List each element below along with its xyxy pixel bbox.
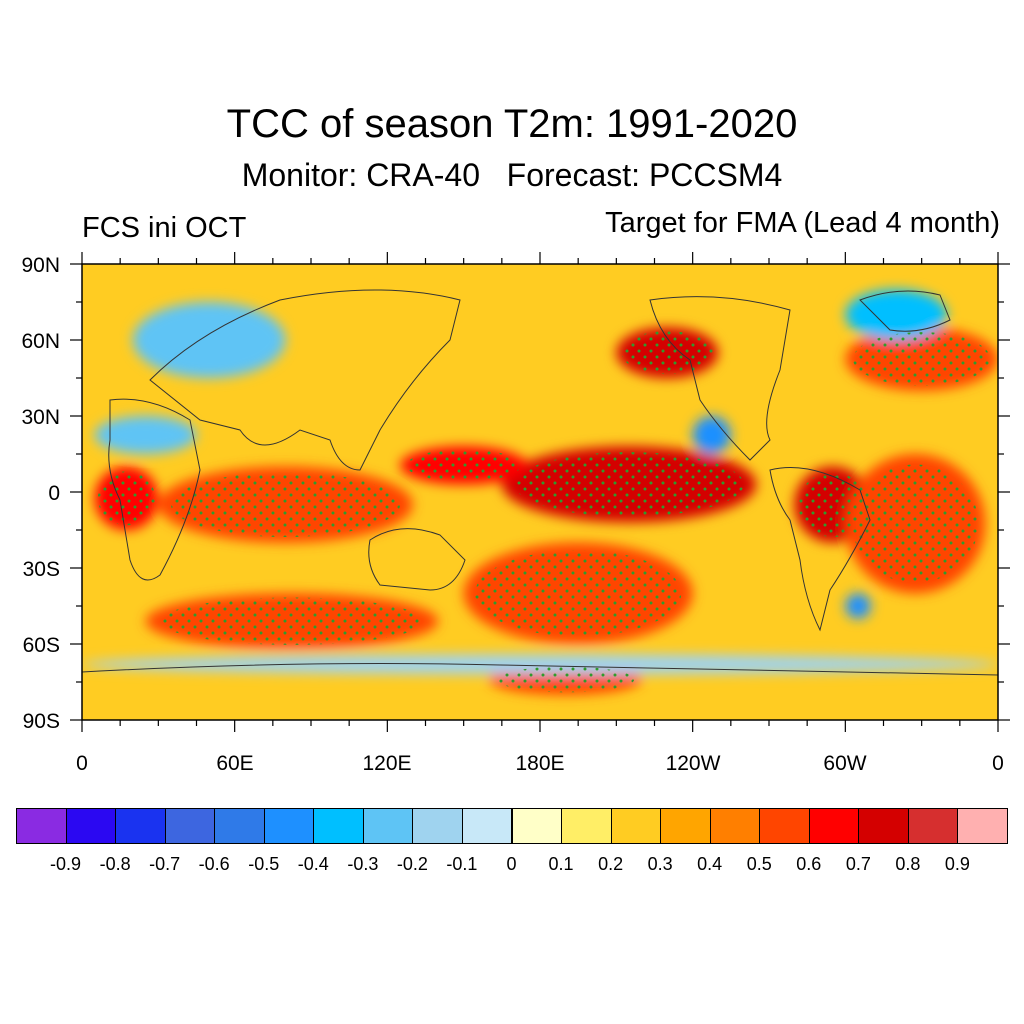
x-tick-label-360: 0 [992, 752, 1004, 775]
colorbar-label: 0.9 [944, 854, 970, 874]
colorbar-swatch [362, 808, 414, 844]
colorbar-label: 0.5 [746, 854, 772, 874]
colorbar-label: 0.2 [598, 854, 624, 874]
colorbar-label: -0.2 [396, 854, 428, 874]
colorbar-swatch [263, 808, 315, 844]
x-tick-label-60w: 60W [823, 752, 867, 775]
colorbar-label: -0.6 [198, 854, 230, 874]
x-tick-label-0: 0 [76, 752, 88, 775]
coast-antarctica [82, 663, 998, 676]
colorbar-swatch [461, 808, 513, 844]
region-southern-band [82, 654, 998, 675]
region-baja [692, 416, 731, 454]
region-greenland [845, 289, 948, 340]
colorbar-swatch [610, 808, 662, 844]
colorbar-swatch [561, 808, 612, 844]
colorbar-label: 0.6 [796, 854, 822, 874]
colorbar-label: -0.5 [248, 854, 280, 874]
colorbar-label: -0.8 [99, 854, 131, 874]
init-label: FCS ini OCT [82, 212, 247, 244]
y-tick-label-30s: 30S [22, 558, 60, 581]
colorbar-swatch [660, 808, 711, 844]
significance-africa-west [97, 471, 156, 526]
colorbar-label: 0.4 [697, 854, 723, 874]
colorbar-swatch [957, 808, 1008, 844]
x-tick-label-180e: 180E [515, 752, 565, 775]
significance-antarctica-coast [496, 666, 635, 693]
colorbar-swatch [115, 808, 166, 844]
colorbar-swatch [16, 808, 67, 844]
colorbar-label: -0.3 [347, 854, 379, 874]
significance-south-america [798, 472, 867, 537]
region-south-atlantic-sw [845, 593, 871, 619]
colorbar-label: -0.7 [149, 854, 181, 874]
significance-south-pacific-band [475, 550, 682, 637]
colorbar-swatch [164, 808, 216, 844]
colorbar-label: 0.1 [548, 854, 574, 874]
x-tick-label-120e: 120E [362, 752, 412, 775]
colorbar-label: 0.3 [647, 854, 673, 874]
colorbar-swatch [858, 808, 909, 844]
region-siberia-west [132, 302, 286, 378]
colorbar-label: -0.9 [50, 854, 82, 874]
target-label: Target for FMA (Lead 4 month) [605, 207, 1000, 239]
coast-greenland [859, 290, 951, 332]
significance-west-pacific-north [406, 449, 521, 482]
y-tick-label-eq: 0 [48, 482, 60, 505]
significance-north-atlantic [852, 332, 991, 386]
significance-southern-ocean [160, 597, 424, 645]
y-tick-label-90s: 90S [22, 710, 60, 733]
coast-australia [368, 528, 466, 591]
coast-north-america [649, 296, 791, 461]
colorbar-label: 0.7 [845, 854, 871, 874]
y-tick-label-60s: 60S [22, 634, 60, 657]
colorbar-swatch [709, 808, 761, 844]
region-sahara [94, 416, 197, 454]
significance-tropical-atlantic [852, 464, 979, 583]
y-tick-label-30n: 30N [21, 406, 60, 429]
colorbar-label: -0.4 [297, 854, 329, 874]
coast-eurasia [149, 289, 461, 471]
coast-africa [108, 398, 201, 581]
coast-south-america [769, 467, 871, 632]
colorbar-swatch [808, 808, 860, 844]
colorbar-swatch [214, 808, 265, 844]
colorbar-label: 0 [506, 854, 517, 874]
chart-title: TCC of season T2m: 1991-2020 [226, 102, 798, 146]
colorbar-label: -0.1 [446, 854, 478, 874]
colorbar-swatch [511, 808, 563, 844]
x-tick-label-60e: 60E [216, 752, 254, 775]
colorbar-label: 0.8 [895, 854, 921, 874]
significance-north-pacific-gulf [621, 331, 714, 375]
y-tick-label-90n: 90N [21, 254, 60, 277]
colorbar-swatch [907, 808, 959, 844]
coastlines [82, 289, 998, 676]
chart-subtitle: Monitor: CRA-40 Forecast: PCCSM4 [241, 157, 783, 193]
colorbar-swatch [313, 808, 364, 844]
colorbar-swatch [759, 808, 810, 844]
y-tick-label-60n: 60N [21, 330, 60, 353]
colorbar-swatch [65, 808, 117, 844]
x-tick-label-120w: 120W [665, 752, 721, 775]
significance-tropical-indian [171, 472, 401, 537]
colorbar-swatch [412, 808, 463, 844]
significance-central-east-pacific [514, 452, 744, 517]
